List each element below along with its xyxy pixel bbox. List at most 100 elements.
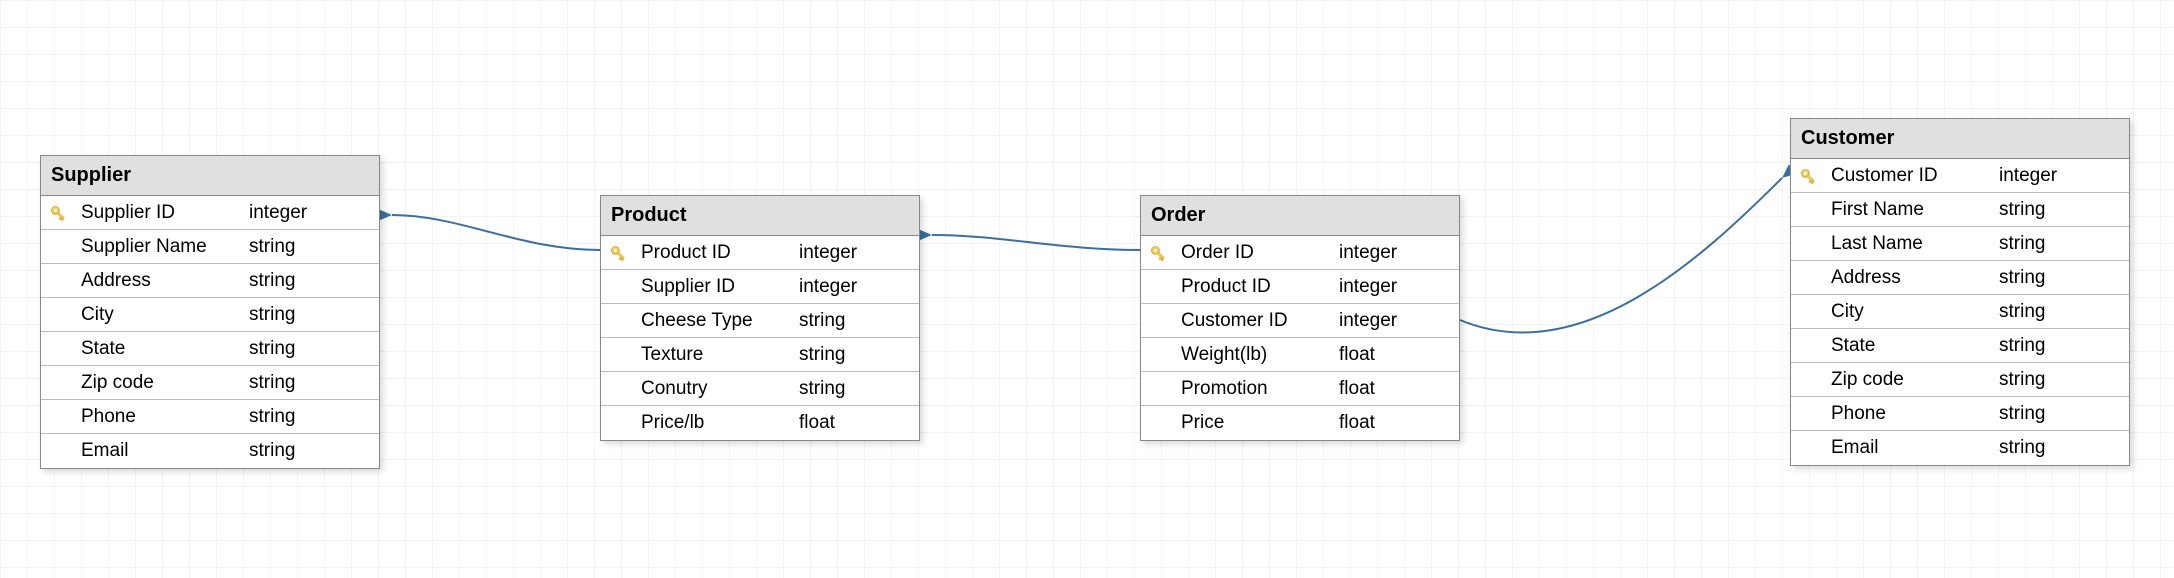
field-name: Zip code bbox=[1825, 369, 1995, 391]
entity-supplier[interactable]: Supplier Supplier IDintegerSupplier Name… bbox=[40, 155, 380, 469]
field-type: float bbox=[795, 412, 885, 434]
entity-row: Customer IDinteger bbox=[1141, 304, 1459, 338]
field-type: string bbox=[1995, 199, 2085, 221]
field-name: Order ID bbox=[1175, 242, 1335, 264]
field-type: string bbox=[1995, 233, 2085, 255]
arrowhead bbox=[378, 209, 392, 221]
entity-product[interactable]: Product Product IDintegerSupplier IDinte… bbox=[600, 195, 920, 441]
arrowhead bbox=[918, 229, 932, 241]
primary-key-icon bbox=[47, 202, 69, 224]
entity-row: Supplier IDinteger bbox=[41, 196, 379, 230]
entity-title: Product bbox=[601, 196, 919, 236]
entity-row: Texturestring bbox=[601, 338, 919, 372]
entity-row: Pricefloat bbox=[1141, 406, 1459, 440]
entity-row: Conutrystring bbox=[601, 372, 919, 406]
field-name: City bbox=[75, 304, 245, 326]
field-name: State bbox=[1825, 335, 1995, 357]
field-type: float bbox=[1335, 412, 1425, 434]
field-name: Product ID bbox=[635, 242, 795, 264]
field-name: First Name bbox=[1825, 199, 1995, 221]
primary-key-icon bbox=[1797, 165, 1819, 187]
field-name: Email bbox=[1825, 437, 1995, 459]
entity-row: Addressstring bbox=[41, 264, 379, 298]
field-name: Conutry bbox=[635, 378, 795, 400]
field-type: string bbox=[1995, 335, 2085, 357]
field-name: Zip code bbox=[75, 372, 245, 394]
key-cell bbox=[1141, 242, 1175, 264]
field-type: integer bbox=[245, 202, 335, 224]
entity-row: Citystring bbox=[41, 298, 379, 332]
entity-title: Order bbox=[1141, 196, 1459, 236]
field-type: string bbox=[795, 378, 885, 400]
field-name: Address bbox=[75, 270, 245, 292]
field-name: Phone bbox=[75, 406, 245, 428]
entity-row: Price/lbfloat bbox=[601, 406, 919, 440]
field-type: string bbox=[245, 270, 335, 292]
entity-row: Promotionfloat bbox=[1141, 372, 1459, 406]
field-type: string bbox=[795, 344, 885, 366]
entity-row: Phonestring bbox=[41, 400, 379, 434]
key-cell bbox=[41, 202, 75, 224]
field-type: string bbox=[1995, 369, 2085, 391]
field-name: Cheese Type bbox=[635, 310, 795, 332]
entity-row: Supplier IDinteger bbox=[601, 270, 919, 304]
entity-row: Emailstring bbox=[1791, 431, 2129, 465]
field-type: string bbox=[245, 236, 335, 258]
field-name: City bbox=[1825, 301, 1995, 323]
field-name: Supplier ID bbox=[75, 202, 245, 224]
field-type: integer bbox=[1335, 310, 1425, 332]
field-type: integer bbox=[795, 242, 885, 264]
field-name: Last Name bbox=[1825, 233, 1995, 255]
field-type: integer bbox=[795, 276, 885, 298]
entity-row: Statestring bbox=[1791, 329, 2129, 363]
field-type: integer bbox=[1335, 242, 1425, 264]
field-type: integer bbox=[1335, 276, 1425, 298]
field-type: string bbox=[245, 440, 335, 462]
entity-row: Zip codestring bbox=[1791, 363, 2129, 397]
field-type: string bbox=[245, 372, 335, 394]
key-cell bbox=[1791, 165, 1825, 187]
field-name: Customer ID bbox=[1825, 165, 1995, 187]
field-name: Phone bbox=[1825, 403, 1995, 425]
field-name: Email bbox=[75, 440, 245, 462]
field-type: string bbox=[1995, 403, 2085, 425]
field-type: string bbox=[245, 406, 335, 428]
field-type: float bbox=[1335, 344, 1425, 366]
field-name: Price bbox=[1175, 412, 1335, 434]
entity-row: Zip codestring bbox=[41, 366, 379, 400]
field-name: State bbox=[75, 338, 245, 360]
entity-row: Product IDinteger bbox=[1141, 270, 1459, 304]
entity-row: Weight(lb)float bbox=[1141, 338, 1459, 372]
er-diagram-canvas: Supplier Supplier IDintegerSupplier Name… bbox=[0, 0, 2174, 578]
field-type: string bbox=[245, 304, 335, 326]
field-name: Product ID bbox=[1175, 276, 1335, 298]
field-name: Address bbox=[1825, 267, 1995, 289]
entity-row: Last Namestring bbox=[1791, 227, 2129, 261]
field-name: Weight(lb) bbox=[1175, 344, 1335, 366]
field-type: float bbox=[1335, 378, 1425, 400]
entity-row: Phonestring bbox=[1791, 397, 2129, 431]
entity-row: Emailstring bbox=[41, 434, 379, 468]
field-name: Supplier Name bbox=[75, 236, 245, 258]
field-name: Promotion bbox=[1175, 378, 1335, 400]
field-type: string bbox=[245, 338, 335, 360]
edge-product-supplier bbox=[392, 215, 600, 250]
entity-row: Order IDinteger bbox=[1141, 236, 1459, 270]
entity-row: Addressstring bbox=[1791, 261, 2129, 295]
entity-row: Customer IDinteger bbox=[1791, 159, 2129, 193]
entity-title: Customer bbox=[1791, 119, 2129, 159]
entity-row: First Namestring bbox=[1791, 193, 2129, 227]
field-name: Price/lb bbox=[635, 412, 795, 434]
entity-order[interactable]: Order Order IDintegerProduct IDintegerCu… bbox=[1140, 195, 1460, 441]
field-name: Texture bbox=[635, 344, 795, 366]
entity-row: Statestring bbox=[41, 332, 379, 366]
field-name: Supplier ID bbox=[635, 276, 795, 298]
primary-key-icon bbox=[1147, 242, 1169, 264]
field-type: string bbox=[795, 310, 885, 332]
primary-key-icon bbox=[607, 242, 629, 264]
entity-customer[interactable]: Customer Customer IDintegerFirst Namestr… bbox=[1790, 118, 2130, 466]
field-type: integer bbox=[1995, 165, 2085, 187]
entity-row: Cheese Typestring bbox=[601, 304, 919, 338]
edge-order-customer bbox=[1460, 178, 1782, 333]
entity-row: Product IDinteger bbox=[601, 236, 919, 270]
